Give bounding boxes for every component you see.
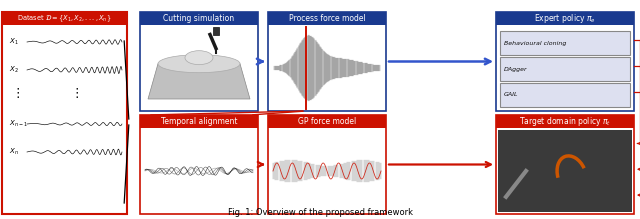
Text: DAgger: DAgger	[504, 67, 527, 71]
Text: Temporal alignment: Temporal alignment	[161, 117, 237, 126]
Bar	[268, 12, 386, 25]
Text: ⋮: ⋮	[70, 88, 83, 101]
Bar	[496, 115, 634, 214]
Ellipse shape	[158, 55, 240, 73]
Bar	[498, 130, 632, 212]
Ellipse shape	[185, 51, 213, 65]
Text: Behavioural cloning: Behavioural cloning	[504, 41, 566, 46]
Text: Dataset $\mathcal{D} = \{X_1, X_2, ..., X_n\}$: Dataset $\mathcal{D} = \{X_1, X_2, ..., …	[17, 13, 112, 24]
Text: $X_{n-1}$: $X_{n-1}$	[9, 119, 28, 129]
Text: Target domain policy $\pi_t$: Target domain policy $\pi_t$	[519, 115, 611, 128]
Bar	[2, 12, 127, 25]
Bar	[140, 12, 258, 111]
Text: Fig. 1: Overview of the proposed framework: Fig. 1: Overview of the proposed framewo…	[227, 208, 413, 217]
Bar	[496, 12, 634, 111]
Bar	[140, 115, 258, 214]
Bar	[496, 115, 634, 128]
Bar	[500, 57, 630, 81]
Text: Cutting simulation: Cutting simulation	[163, 14, 235, 23]
Bar	[500, 31, 630, 55]
Text: ⋮: ⋮	[11, 88, 24, 101]
Polygon shape	[148, 64, 250, 99]
Bar	[268, 115, 386, 128]
Text: $X_2$: $X_2$	[9, 65, 19, 75]
Bar	[213, 26, 219, 35]
Text: Expert policy $\pi_e$: Expert policy $\pi_e$	[534, 12, 596, 25]
Text: Process force model: Process force model	[289, 14, 365, 23]
Bar	[268, 115, 386, 214]
Text: GAIL: GAIL	[504, 92, 518, 97]
Text: $X_n$: $X_n$	[9, 147, 19, 157]
Bar	[268, 12, 386, 111]
Bar	[140, 115, 258, 128]
Text: $X_1$: $X_1$	[9, 37, 19, 47]
Bar	[2, 12, 127, 214]
Bar	[140, 12, 258, 25]
Bar	[496, 12, 634, 25]
Bar	[500, 83, 630, 107]
Text: GP force model: GP force model	[298, 117, 356, 126]
